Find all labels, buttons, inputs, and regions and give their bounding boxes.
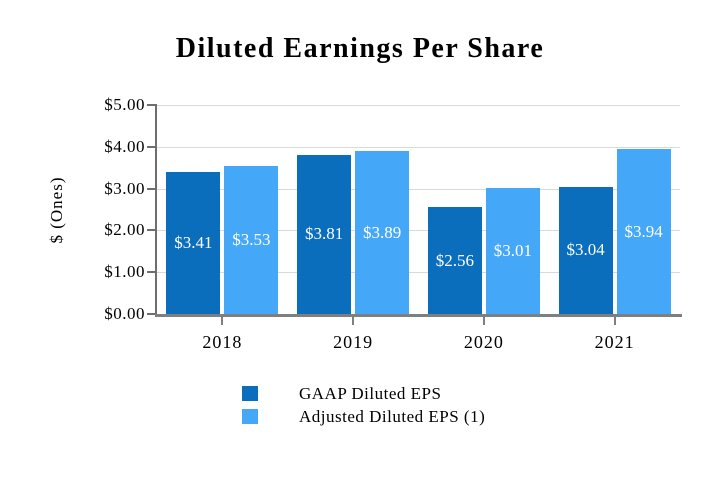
legend-label: Adjusted Diluted EPS (1) bbox=[299, 406, 486, 426]
y-axis-line bbox=[155, 105, 157, 317]
x-axis-line bbox=[155, 314, 682, 317]
y-tick-label: $4.00 bbox=[104, 136, 145, 156]
bar-value-label: $3.01 bbox=[493, 241, 533, 261]
bar-2021-gaap: $3.04 bbox=[558, 186, 613, 314]
bar-value-label: $3.41 bbox=[174, 232, 213, 252]
bar-2019-adjusted: $3.89 bbox=[355, 151, 410, 314]
y-tick-label: $2.00 bbox=[104, 220, 145, 240]
bar-2019-gaap: $3.81 bbox=[297, 154, 352, 314]
x-tick bbox=[352, 317, 355, 325]
bar-value-label: $3.53 bbox=[232, 230, 271, 250]
x-tick bbox=[482, 317, 485, 325]
y-tick bbox=[147, 187, 157, 190]
x-axis-category-label: 2018 bbox=[202, 332, 243, 352]
gridline bbox=[157, 188, 680, 190]
bar-2018-gaap: $3.41 bbox=[166, 171, 221, 314]
legend-swatch bbox=[242, 409, 258, 424]
y-tick bbox=[147, 145, 157, 148]
legend: GAAP Diluted EPS Adjusted Diluted EPS (1) bbox=[242, 382, 485, 428]
bar-value-label: $2.56 bbox=[435, 250, 475, 270]
y-tick-label: $3.00 bbox=[104, 178, 145, 198]
bar-2020-gaap: $2.56 bbox=[427, 207, 482, 314]
bar-value-label: $3.94 bbox=[624, 221, 663, 241]
x-axis-category-label: 2020 bbox=[463, 332, 504, 352]
y-tick-label: $0.00 bbox=[104, 304, 145, 323]
bar-value-label: $3.81 bbox=[304, 224, 344, 244]
x-axis-category-label: 2019 bbox=[333, 332, 374, 352]
y-tick-label: $1.00 bbox=[104, 262, 145, 282]
bar-value-label: $3.04 bbox=[566, 240, 605, 260]
bar-2021-adjusted: $3.94 bbox=[616, 149, 671, 314]
chart-title: Diluted Earnings Per Share bbox=[175, 33, 545, 64]
legend-item: GAAP Diluted EPS bbox=[242, 382, 485, 405]
bar-2018-adjusted: $3.53 bbox=[224, 166, 279, 314]
bar-2020-adjusted: $3.01 bbox=[485, 188, 540, 314]
legend-item: Adjusted Diluted EPS (1) bbox=[242, 405, 485, 428]
x-tick bbox=[613, 317, 616, 325]
legend-swatch bbox=[242, 386, 258, 401]
gridline bbox=[157, 146, 680, 148]
gridline bbox=[157, 230, 680, 232]
y-tick bbox=[147, 271, 157, 274]
gridline bbox=[157, 272, 680, 274]
x-axis-category-label: 2021 bbox=[594, 332, 635, 352]
gridline bbox=[157, 105, 680, 106]
y-tick bbox=[147, 104, 157, 106]
bar-value-label: $3.89 bbox=[362, 222, 402, 242]
x-tick bbox=[221, 317, 224, 325]
legend-label: GAAP Diluted EPS bbox=[299, 383, 442, 403]
y-tick bbox=[147, 229, 157, 232]
y-tick bbox=[147, 313, 157, 315]
y-tick-label: $5.00 bbox=[104, 95, 145, 114]
